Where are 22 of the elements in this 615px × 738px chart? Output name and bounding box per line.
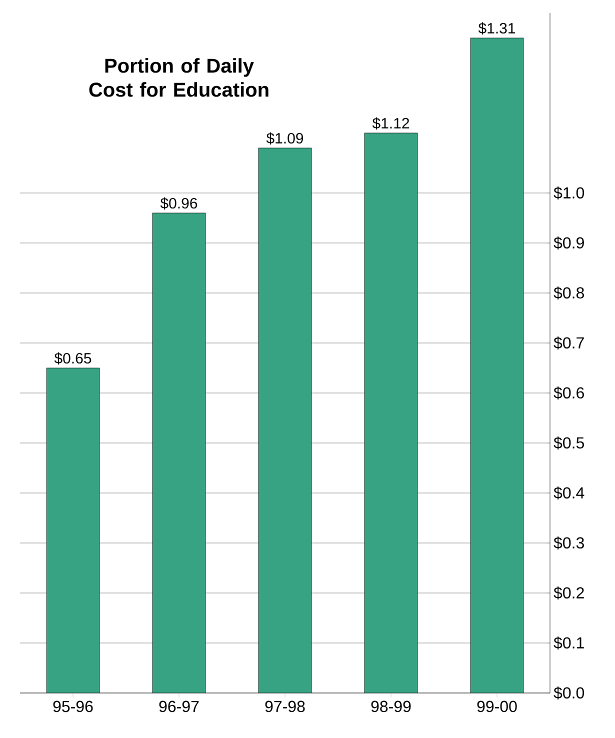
y-tick-label: $0.7 [554, 336, 584, 350]
data-label: $1.12 [372, 117, 410, 130]
y-tick-label: $0.4 [554, 486, 584, 500]
data-label: $1.09 [266, 132, 304, 144]
x-tick-label: 97-98 [265, 700, 305, 712]
text: Portion of Daily Cost for Education [89, 58, 268, 97]
y-tick-label: $0.3 [554, 536, 584, 550]
data-label: $0.96 [160, 197, 198, 210]
x-tick-label: 96-97 [159, 700, 199, 712]
y-tick-label: $0.1 [554, 636, 584, 650]
y-tick-label: $0.8 [554, 286, 584, 300]
y-tick-label: $0.0 [554, 686, 584, 700]
y-tick-label: $0.6 [554, 386, 584, 400]
x-tick-label: 95-96 [53, 700, 93, 712]
data-label: $1.31 [478, 22, 516, 34]
x-tick-label: 98-99 [371, 700, 411, 712]
y-tick-label: $0.2 [554, 586, 584, 600]
data-label: $0.65 [54, 352, 92, 364]
y-tick-label: $0.9 [554, 236, 584, 250]
y-tick-label: $1.0 [554, 186, 584, 200]
y-tick-label: $0.5 [554, 436, 584, 450]
x-tick-label: 99-00 [477, 700, 517, 712]
